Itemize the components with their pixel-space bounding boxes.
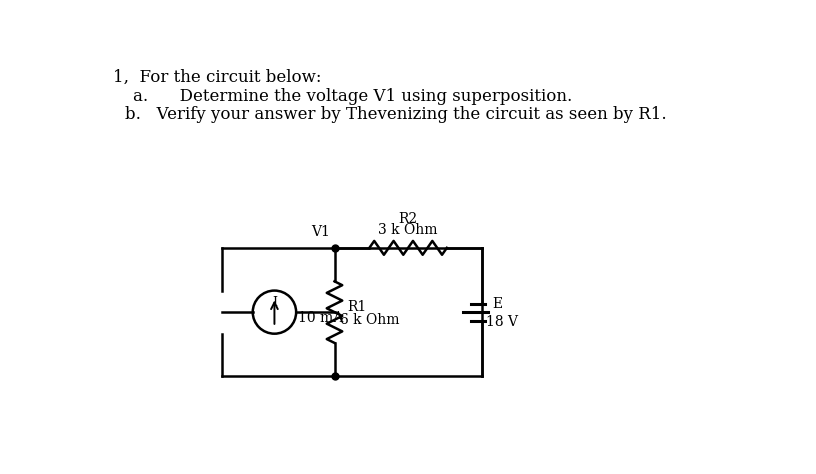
Text: V1: V1 (311, 225, 330, 238)
Text: R2: R2 (398, 212, 418, 226)
Text: 3 k Ohm: 3 k Ohm (379, 223, 438, 237)
Text: 10 mA: 10 mA (299, 311, 344, 325)
Text: b.   Verify your answer by Thevenizing the circuit as seen by R1.: b. Verify your answer by Thevenizing the… (125, 106, 667, 123)
Text: R1: R1 (347, 300, 366, 314)
Text: E: E (493, 297, 503, 310)
Text: I: I (272, 296, 277, 309)
Text: 1,  For the circuit below:: 1, For the circuit below: (113, 69, 322, 86)
Text: 6 k Ohm: 6 k Ohm (340, 313, 399, 327)
Text: 18 V: 18 V (486, 315, 517, 329)
Text: a.      Determine the voltage V1 using superposition.: a. Determine the voltage V1 using superp… (133, 88, 572, 105)
